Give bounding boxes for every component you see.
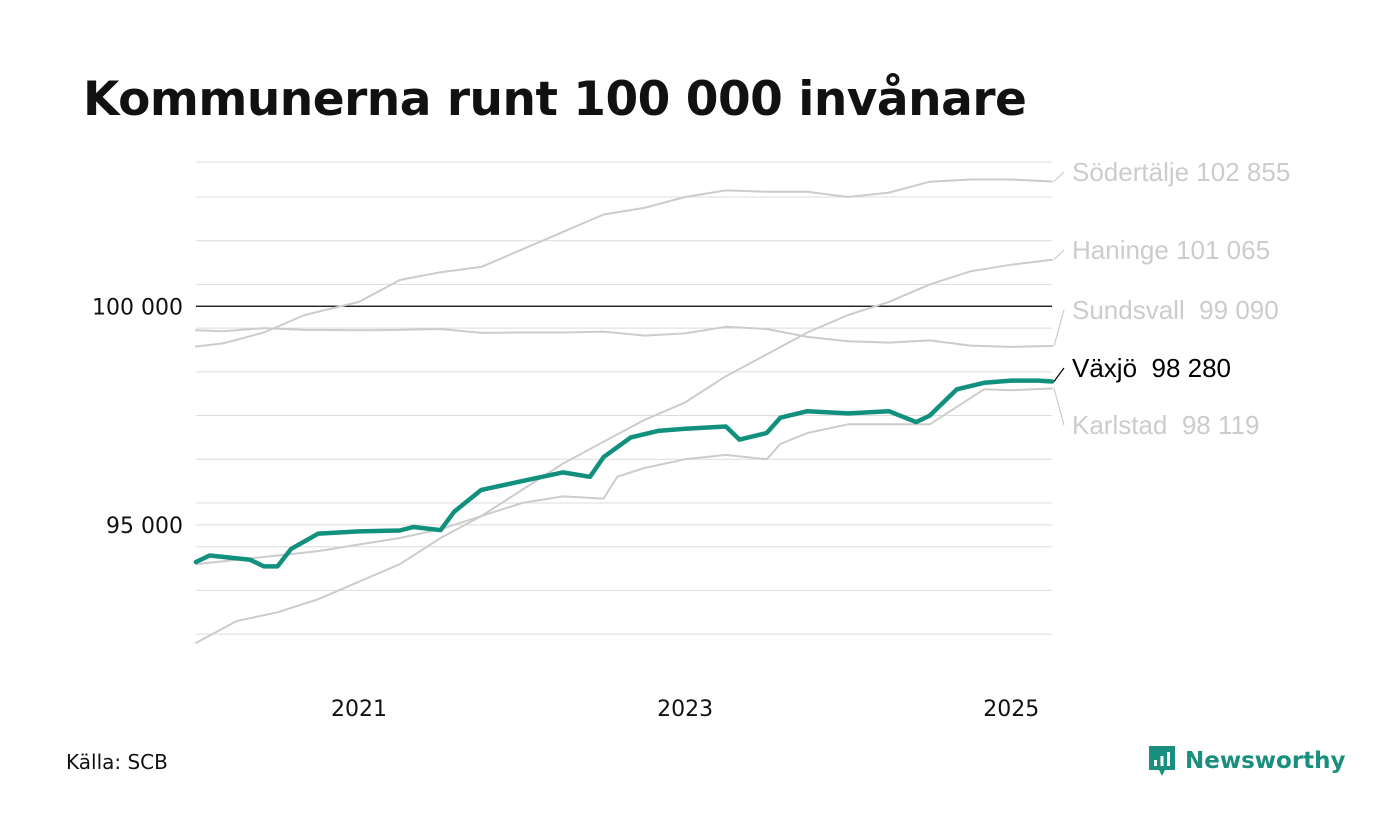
series-lines bbox=[193, 178, 1055, 644]
series-label-växjö: Växjö 98 280 bbox=[1072, 353, 1231, 383]
leader-line bbox=[1053, 171, 1065, 182]
series-labels: Södertälje 102 855 Haninge 101 065 Sundsva… bbox=[1053, 157, 1290, 440]
y-tick-label: 100 000 bbox=[92, 295, 183, 320]
newsworthy-chart-icon bbox=[1149, 746, 1175, 776]
x-tick-label: 2025 bbox=[983, 697, 1039, 722]
brand-name: Newsworthy bbox=[1185, 748, 1346, 774]
leader-line bbox=[1053, 249, 1065, 261]
source-note: Källa: SCB bbox=[66, 750, 168, 774]
series-line-haninge bbox=[195, 258, 1053, 644]
series-label-haninge: Haninge 101 065 bbox=[1072, 235, 1270, 265]
x-tick-label: 2021 bbox=[331, 697, 387, 722]
series-label-sundsvall: Sundsvall 99 090 bbox=[1072, 295, 1279, 325]
x-tick-label: 2023 bbox=[657, 697, 713, 722]
leader-line bbox=[1053, 388, 1065, 426]
brand-logo: Newsworthy bbox=[1147, 744, 1346, 778]
leader-line bbox=[1053, 309, 1065, 347]
series-line-sundsvall bbox=[195, 325, 1053, 348]
x-axis: 2021 2023 2025 bbox=[331, 697, 1039, 722]
series-line-växjö bbox=[193, 378, 1055, 569]
series-label-södertälje: Södertälje 102 855 bbox=[1072, 157, 1290, 187]
series-label-karlstad: Karlstad 98 119 bbox=[1072, 410, 1259, 440]
gridlines bbox=[196, 161, 1052, 635]
y-tick-label: 95 000 bbox=[106, 514, 183, 539]
series-line-södertälje bbox=[195, 178, 1053, 348]
chart-title: Kommunerna runt 100 000 invånare bbox=[83, 72, 1027, 127]
leader-line bbox=[1053, 367, 1065, 382]
series-line-karlstad bbox=[195, 387, 1053, 566]
y-axis: 95 000 100 000 bbox=[92, 295, 183, 539]
